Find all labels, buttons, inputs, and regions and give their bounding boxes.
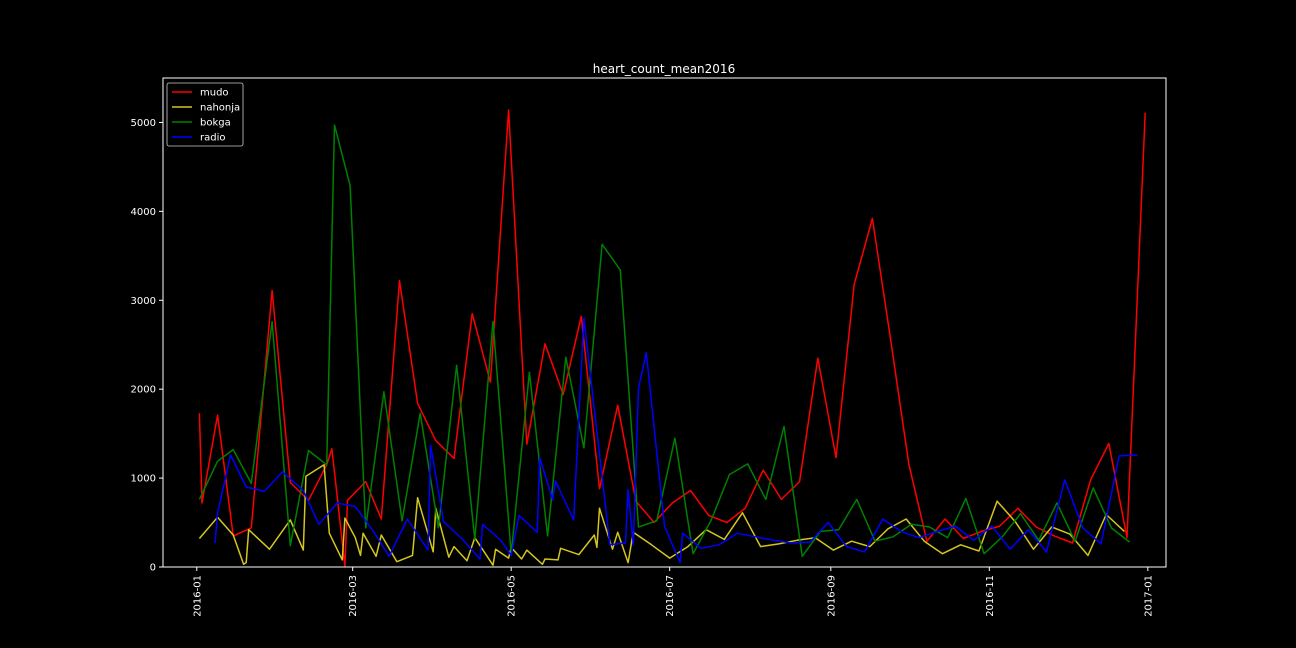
x-tick-label: 2016-05 [507,575,518,617]
y-tick-label: 4000 [131,207,156,218]
y-tick-label: 0 [150,563,156,574]
x-tick-label: 2016-01 [192,575,203,617]
y-tick-label: 2000 [131,385,156,396]
legend-label-bokga: bokga [200,118,231,129]
chart-title: heart_count_mean2016 [593,62,735,76]
x-tick-label: 2016-09 [826,575,837,617]
axes-layer: 0 1000 2000 3000 4000 5000 2016-01 2016-03 2016-… [131,77,1167,617]
series-layer [198,109,1146,567]
y-tick-label: 5000 [131,118,156,129]
legend: mudo nahonja bokga radio [166,82,244,147]
plot-frame [162,77,1167,568]
x-tick-label: 2016-07 [665,575,676,617]
series-line-nahonja [198,464,1125,566]
x-tick-label: 2017-01 [1143,575,1154,617]
legend-label-mudo: mudo [200,88,229,99]
series-line-bokga [198,124,1131,558]
legend-label-radio: radio [200,133,225,144]
x-tick-label: 2016-03 [348,575,359,617]
series-line-radio [214,317,1138,564]
series-line-mudo [198,109,1146,567]
legend-label-nahonja: nahonja [200,103,240,114]
x-tick-label: 2016-11 [985,575,996,617]
y-tick-label: 3000 [131,296,156,307]
y-tick-label: 1000 [131,474,156,485]
legend-box [166,82,244,147]
